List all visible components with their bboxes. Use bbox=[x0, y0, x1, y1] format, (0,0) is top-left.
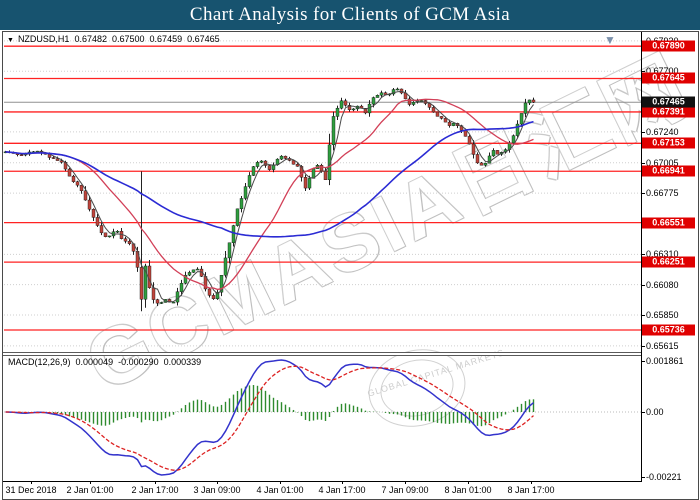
macd-header: MACD(12,26,9) 0.000049 -0.000290 0.000339 bbox=[8, 357, 201, 367]
ma-medium-layer bbox=[5, 98, 534, 291]
grid-lines bbox=[4, 40, 641, 347]
symbol-label: NZDUSD,H1 bbox=[17, 34, 70, 44]
macd-indicator-label: MACD(12,26,9) bbox=[8, 357, 71, 367]
symbol-dropdown-icon[interactable]: ▼ bbox=[7, 37, 14, 44]
macd-main-line bbox=[5, 359, 534, 476]
macd-signal-line bbox=[5, 365, 534, 471]
ma-slow-layer bbox=[5, 120, 534, 238]
macd-histogram bbox=[8, 385, 535, 427]
close-value: 0.67465 bbox=[187, 34, 220, 44]
low-value: 0.67459 bbox=[149, 34, 183, 44]
open-value: 0.67482 bbox=[74, 34, 107, 44]
title-bar: Chart Analysis for Clients of GCM Asia bbox=[0, 0, 700, 30]
level-lines bbox=[4, 45, 641, 331]
arrow-marker-icon: ▼ bbox=[604, 33, 616, 47]
high-value: 0.67500 bbox=[112, 34, 145, 44]
macd-main-value: 0.000049 bbox=[75, 357, 114, 367]
time-axis-line[interactable] bbox=[3, 481, 642, 482]
macd-signal-value: -0.000290 bbox=[118, 357, 159, 367]
macd-histogram-value: 0.000339 bbox=[163, 357, 202, 367]
price-chart-plot[interactable] bbox=[0, 30, 700, 500]
chart-frame-border bbox=[2, 31, 699, 500]
ma-medium-line bbox=[5, 98, 534, 291]
price-axis-line[interactable] bbox=[641, 31, 642, 482]
ma-fast-layer bbox=[5, 90, 534, 303]
ma-slow-line bbox=[5, 120, 534, 238]
page-title: Chart Analysis for Clients of GCM Asia bbox=[189, 4, 511, 25]
panel-divider[interactable] bbox=[3, 352, 641, 356]
ma-fast-line bbox=[5, 90, 534, 303]
chart-area[interactable]: GCMASIA日汇网 GLOBAL CAPITAL MARKETS ▼ NZDUS… bbox=[0, 30, 700, 500]
chart-header: ▼ NZDUSD,H1 0.67482 0.67500 0.67459 0.67465 bbox=[7, 34, 220, 44]
